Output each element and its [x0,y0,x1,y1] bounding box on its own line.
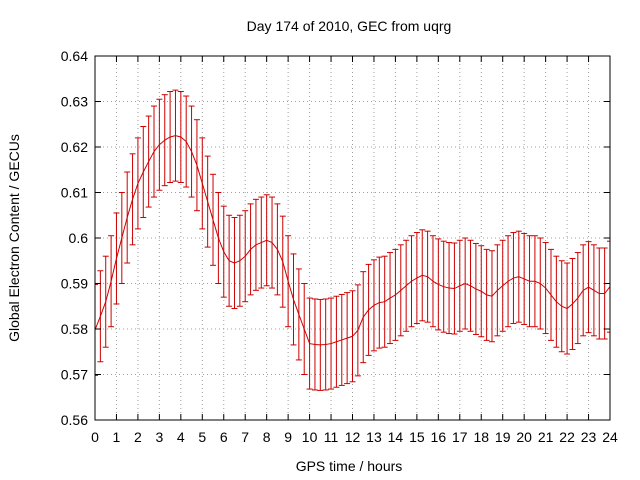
x-tick-label: 11 [324,429,339,445]
x-tick-label: 8 [263,429,271,445]
y-tick-label: 0.61 [61,185,88,201]
x-tick-label: 6 [220,429,228,445]
x-tick-label: 18 [473,429,489,445]
chart-title: Day 174 of 2010, GEC from uqrg [247,18,452,34]
series-line [94,135,611,346]
x-tick-label: 1 [113,429,121,445]
x-tick-label: 0 [91,429,99,445]
x-tick-label: 4 [177,429,185,445]
y-tick-label: 0.59 [61,276,88,292]
x-tick-label: 13 [366,429,382,445]
y-tick-label: 0.64 [61,48,88,64]
x-tick-label: 16 [431,429,447,445]
y-tick-label: 0.57 [61,367,88,383]
x-tick-label: 21 [538,429,554,445]
x-axis-label: GPS time / hours [296,458,403,474]
y-tick-label: 0.62 [61,139,88,155]
x-ticks: 0 1 2 3 4 5 6 7 8 9 10 11 12 13 14 15 16 17 18 19 20 21 22 23 24 [91,56,618,445]
x-tick-label: 3 [155,429,163,445]
plot-frame [94,55,611,421]
x-tick-label: 15 [409,429,425,445]
x-tick-label: 14 [388,429,404,445]
x-tick-label: 19 [495,429,511,445]
y-tick-label: 0.58 [61,321,88,337]
y-tick-label: 0.56 [61,412,88,428]
y-ticks: 0.56 0.57 0.58 0.59 0.6 0.61 0.62 0.63 0.64 [61,48,610,428]
y-tick-label: 0.6 [69,230,89,246]
x-tick-label: 24 [602,429,618,445]
x-tick-label: 9 [284,429,292,445]
x-tick-label: 22 [559,429,575,445]
x-tick-label: 20 [516,429,532,445]
x-tick-label: 7 [241,429,249,445]
x-tick-label: 10 [302,429,318,445]
x-tick-label: 2 [134,429,142,445]
y-tick-label: 0.63 [61,94,88,110]
x-tick-label: 12 [345,429,361,445]
x-tick-label: 23 [581,429,597,445]
x-tick-label: 17 [452,429,468,445]
y-axis-label: Global Electron Content / GECUs [6,134,22,342]
x-tick-label: 5 [198,429,206,445]
